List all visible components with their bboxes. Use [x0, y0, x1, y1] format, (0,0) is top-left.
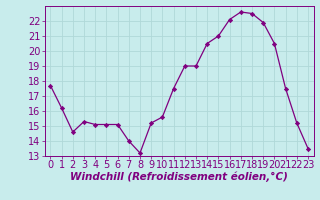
X-axis label: Windchill (Refroidissement éolien,°C): Windchill (Refroidissement éolien,°C): [70, 172, 288, 182]
